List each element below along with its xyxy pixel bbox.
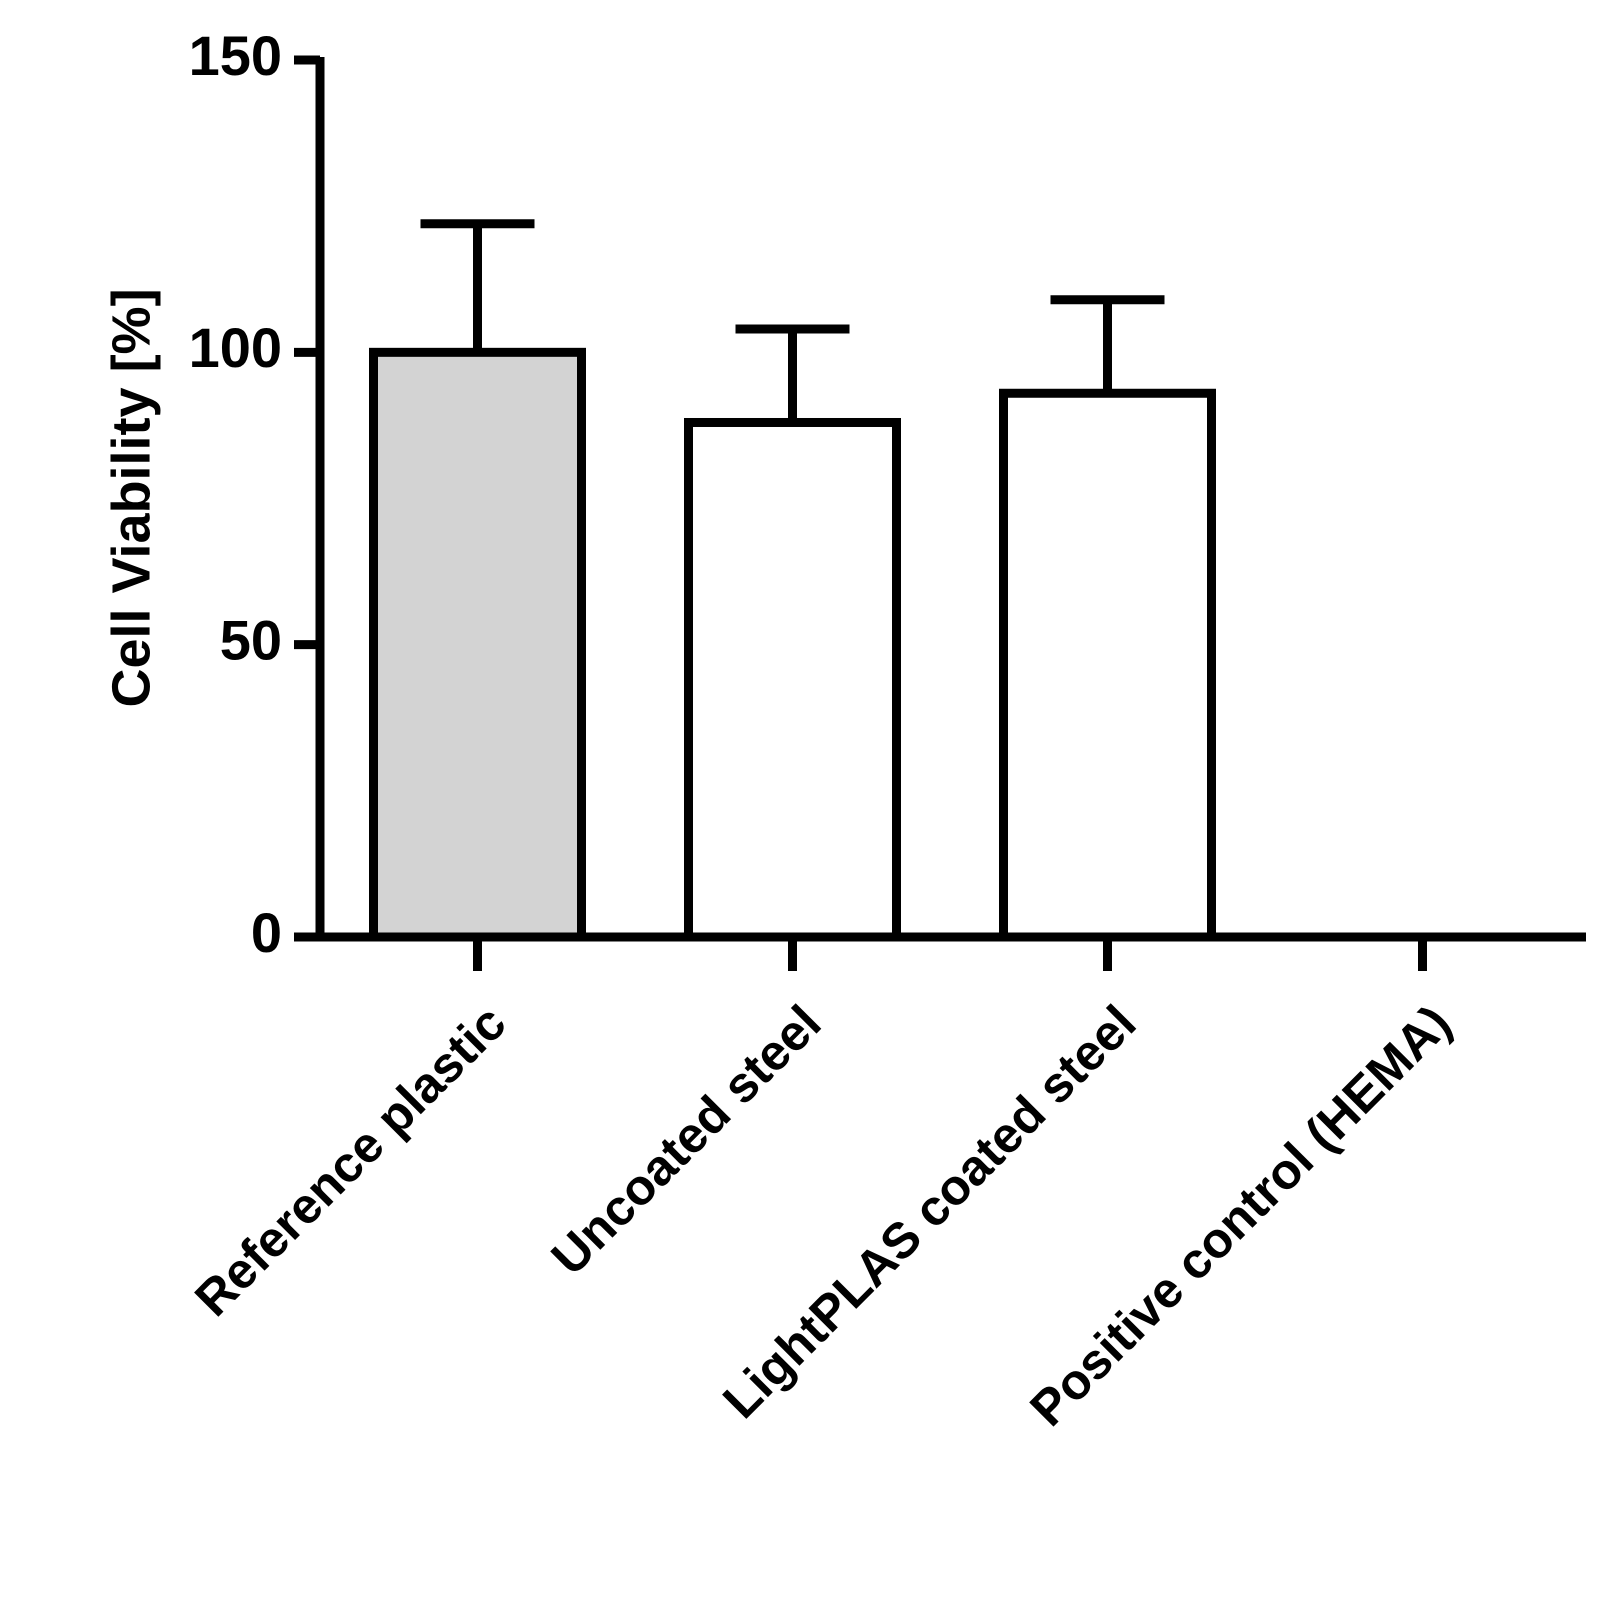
x-tick-label: Reference plastic xyxy=(184,995,516,1327)
y-tick-label: 50 xyxy=(220,608,282,671)
bar xyxy=(999,388,1216,942)
y-tick-label: 0 xyxy=(251,901,282,964)
bar xyxy=(369,347,586,942)
y-tick-label: 100 xyxy=(189,316,282,379)
x-tick-label: Uncoated steel xyxy=(541,995,832,1286)
y-tick-label: 150 xyxy=(189,24,282,87)
y-axis-label: Cell Viability [%] xyxy=(101,288,161,707)
bar xyxy=(684,417,901,942)
